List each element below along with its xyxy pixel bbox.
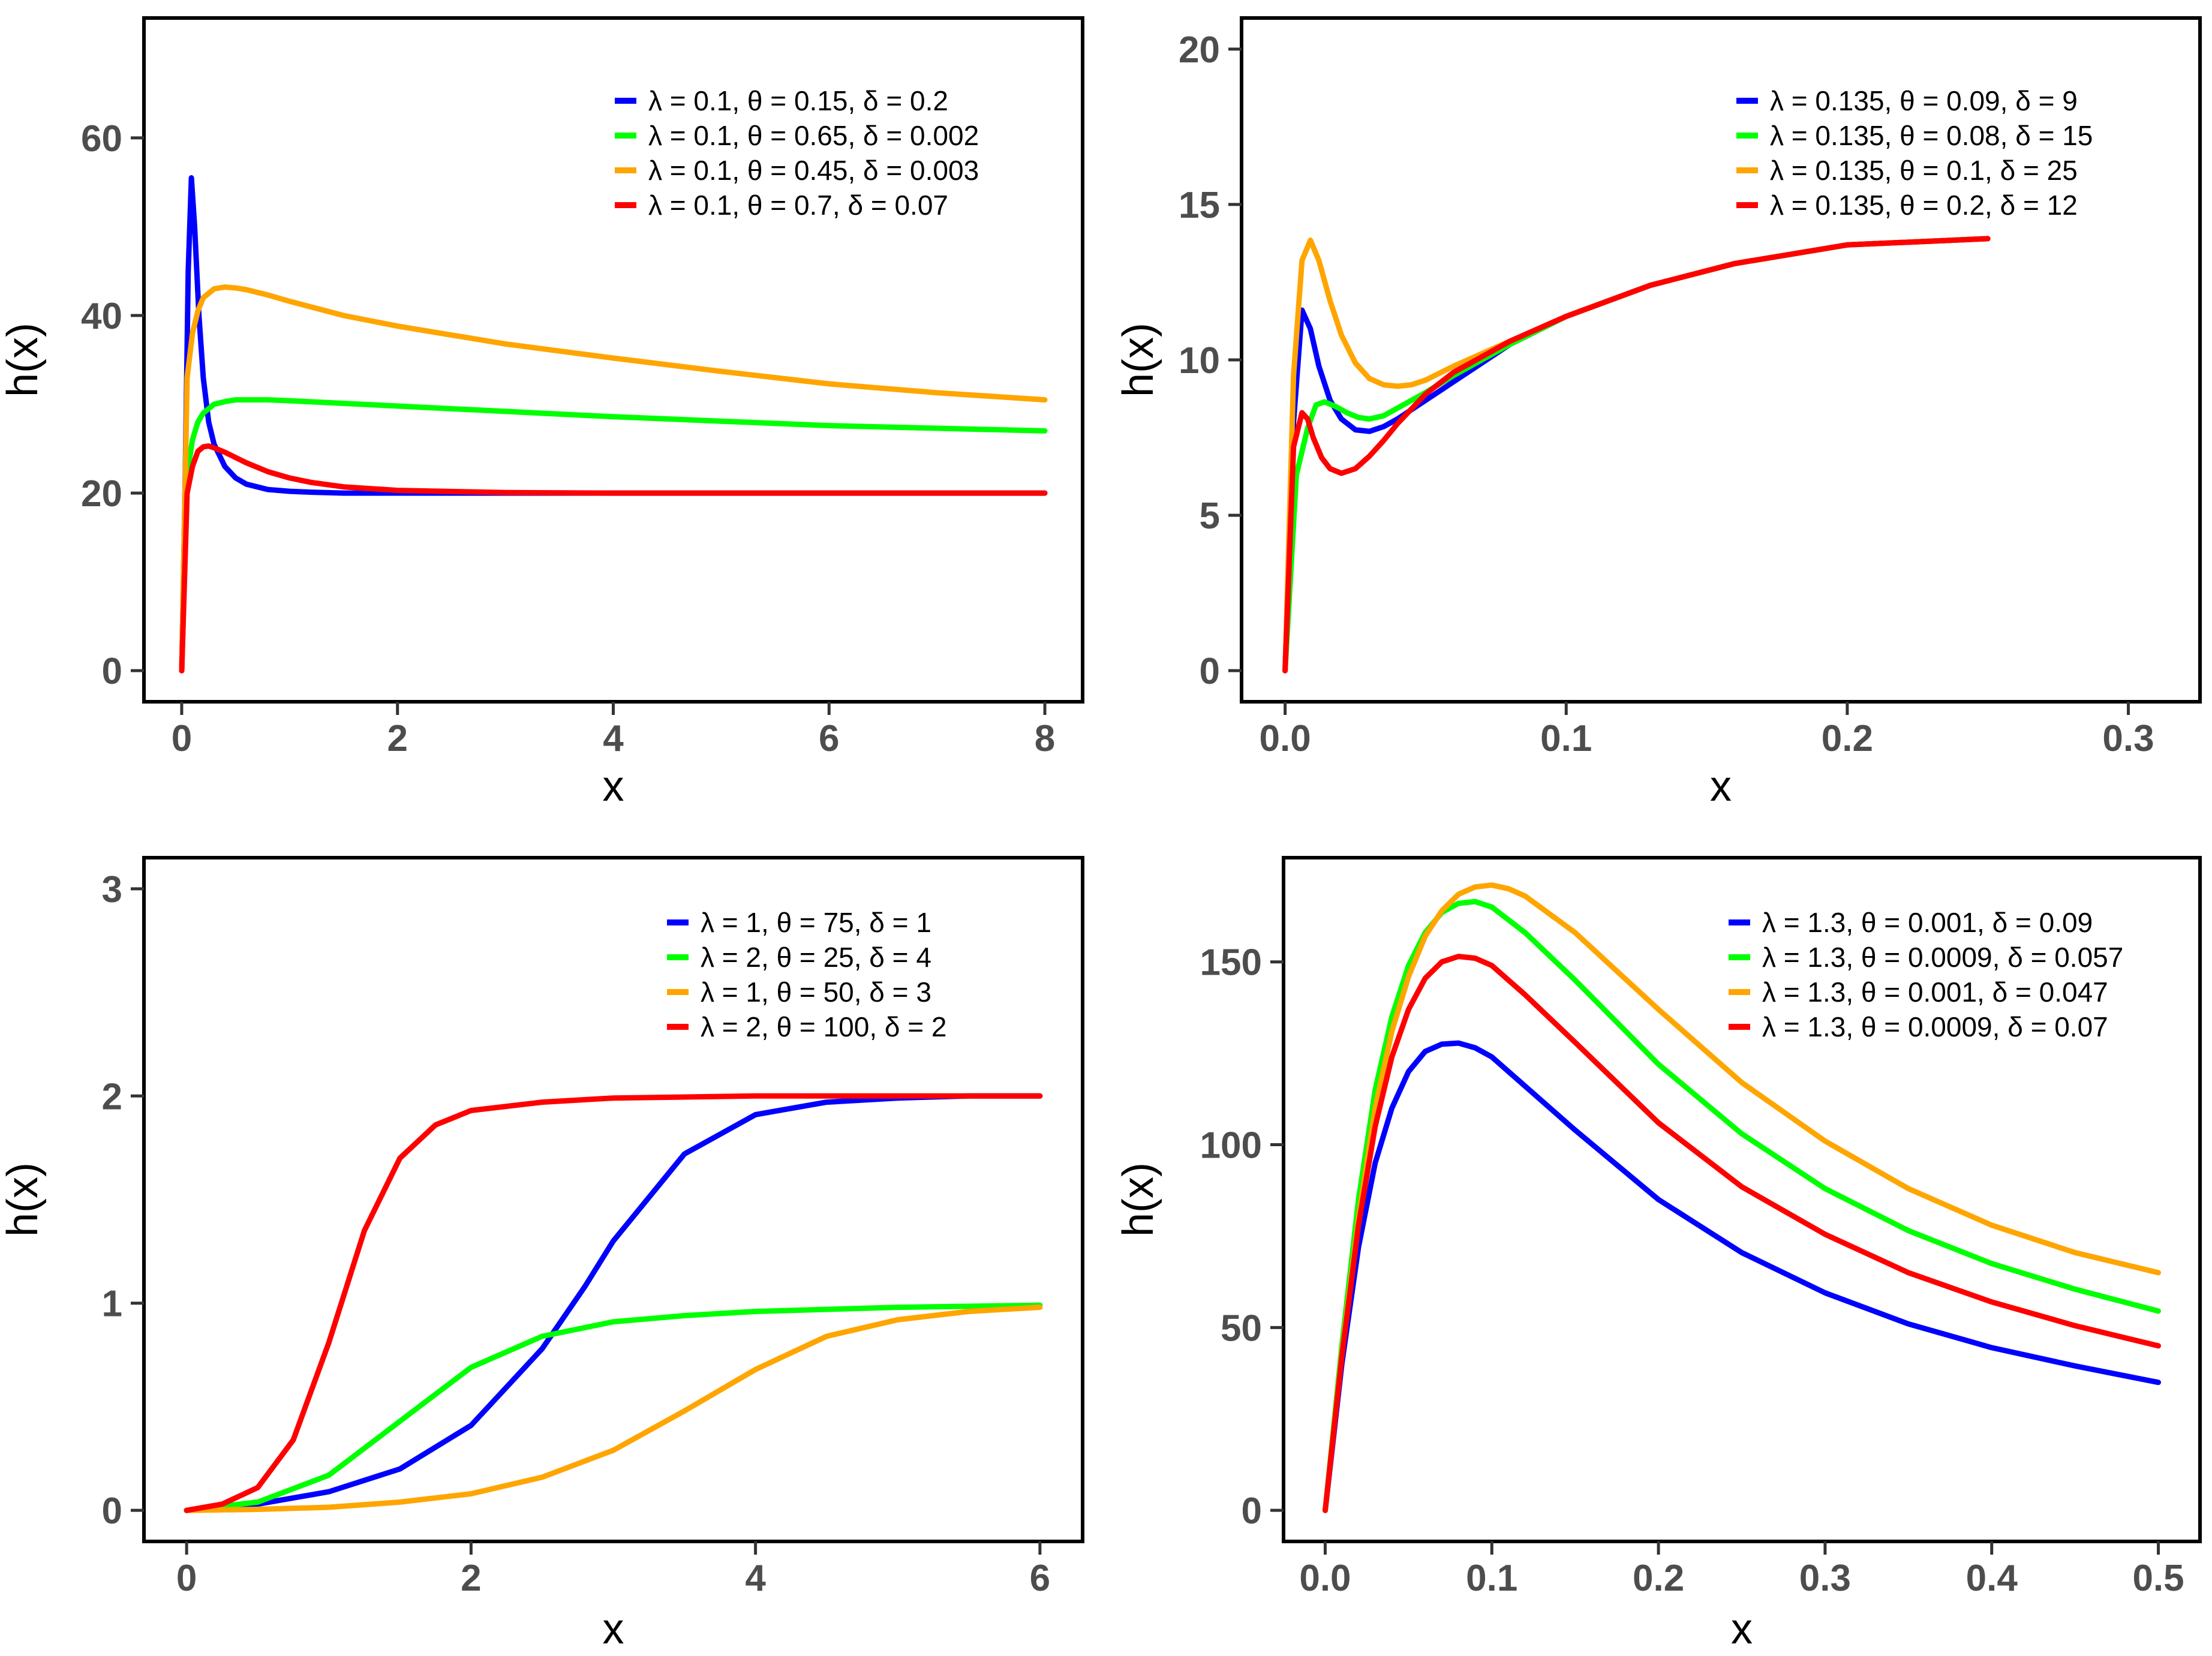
x-tick-label: 0 (172, 718, 192, 759)
series-line-blue (1282, 236, 1991, 674)
series-line-red (1323, 954, 2161, 1513)
x-tick-label: 0.3 (1799, 1558, 1851, 1599)
series-line-green (1323, 898, 2161, 1513)
y-tick-label: 20 (1179, 29, 1220, 71)
x-tick-label: 4 (603, 718, 624, 759)
legend-label: λ = 0.1, θ = 0.15, δ = 0.2 (648, 85, 948, 116)
x-tick-label: 0 (176, 1558, 197, 1599)
series-line-green (179, 397, 1048, 674)
legend-label: λ = 1.3, θ = 0.001, δ = 0.09 (1762, 907, 2093, 938)
legend-label: λ = 0.1, θ = 0.45, δ = 0.003 (648, 155, 979, 186)
legend-label: λ = 1.3, θ = 0.0009, δ = 0.07 (1762, 1011, 2108, 1042)
legend-label: λ = 0.1, θ = 0.7, δ = 0.07 (648, 190, 948, 221)
panel-bottom-right: 0.0 0.1 0.2 0.3 0.4 0.5 0 50 100 150 x h(x) λ = 1.3,… (1114, 856, 2202, 1653)
legend-label: λ = 0.135, θ = 0.08, δ = 15 (1770, 120, 2093, 151)
x-tick-label: 0.0 (1260, 718, 1311, 759)
y-axis-title: h(x) (0, 323, 47, 397)
legend-label: λ = 1, θ = 50, δ = 3 (701, 976, 931, 1008)
y-tick-label: 5 (1200, 495, 1220, 537)
x-axis-title: x (603, 762, 624, 810)
y-tick-label: 150 (1200, 942, 1262, 984)
series-line-orange (184, 1305, 1043, 1513)
series-line-green (184, 1302, 1043, 1513)
legend: λ = 0.1, θ = 0.15, δ = 0.2 λ = 0.1, θ = 0… (615, 85, 979, 221)
y-tick-label: 0 (1200, 651, 1220, 692)
y-axis-title: h(x) (1114, 1162, 1162, 1237)
x-tick-label: 0.5 (2132, 1558, 2184, 1599)
legend-label: λ = 0.135, θ = 0.2, δ = 12 (1770, 190, 2078, 221)
legend-label: λ = 0.1, θ = 0.65, δ = 0.002 (648, 120, 979, 151)
x-tick-label: 2 (461, 1558, 481, 1599)
y-tick-label: 15 (1179, 185, 1220, 226)
x-tick-label: 4 (745, 1558, 766, 1599)
plot-frame (142, 856, 1084, 1543)
series-line-red (184, 1093, 1043, 1513)
panel-top-right: 0.0 0.1 0.2 0.3 0 5 10 15 20 x h(x) λ = 0.135, θ = … (1114, 16, 2202, 810)
y-tick-label: 1 (102, 1284, 122, 1325)
y-tick-label: 60 (81, 118, 122, 160)
series-line-orange (179, 284, 1048, 674)
legend: λ = 1, θ = 75, δ = 1 λ = 2, θ = 25, δ = 4… (667, 907, 947, 1042)
x-axis-title: x (603, 1605, 624, 1653)
series-line-blue (179, 175, 1048, 674)
x-tick-label: 0.1 (1540, 718, 1592, 759)
y-tick-label: 20 (81, 473, 122, 515)
series-line-orange (1282, 236, 1991, 674)
legend-label: λ = 1, θ = 75, δ = 1 (701, 907, 931, 938)
y-axis-title: h(x) (0, 1162, 47, 1237)
series-line-red (1282, 236, 1991, 674)
panel-top-left: 0 2 4 6 8 0 20 40 60 x h(x) λ = 0.1, θ = 0.15, δ = … (0, 16, 1084, 810)
series-line-green (1282, 236, 1991, 674)
legend-label: λ = 2, θ = 100, δ = 2 (701, 1011, 947, 1042)
legend-label: λ = 1.3, θ = 0.0009, δ = 0.057 (1762, 942, 2123, 973)
legend-label: λ = 2, θ = 25, δ = 4 (701, 942, 931, 973)
x-tick-label: 6 (819, 718, 839, 759)
x-axis-title: x (1710, 762, 1732, 810)
x-tick-label: 6 (1030, 1558, 1050, 1599)
y-tick-label: 0 (102, 1490, 122, 1532)
y-tick-label: 2 (102, 1076, 122, 1117)
legend-label: λ = 0.135, θ = 0.1, δ = 25 (1770, 155, 2078, 186)
x-tick-label: 8 (1035, 718, 1055, 759)
x-tick-label: 2 (387, 718, 407, 759)
y-tick-label: 50 (1221, 1308, 1262, 1349)
plot-frame (1282, 856, 2202, 1543)
legend-label: λ = 0.135, θ = 0.09, δ = 9 (1770, 85, 2078, 116)
y-tick-label: 3 (102, 869, 122, 910)
y-tick-label: 10 (1179, 340, 1220, 381)
x-tick-label: 0.1 (1466, 1558, 1517, 1599)
series-line-red (179, 443, 1048, 674)
x-tick-label: 0.4 (1966, 1558, 2018, 1599)
series-line-blue (1323, 1040, 2161, 1513)
x-axis-title: x (1731, 1605, 1753, 1653)
x-tick-label: 0.3 (2102, 718, 2154, 759)
legend: λ = 0.135, θ = 0.09, δ = 9 λ = 0.135, θ =… (1736, 85, 2093, 221)
x-tick-label: 0.0 (1299, 1558, 1351, 1599)
y-tick-label: 0 (1242, 1490, 1262, 1532)
y-tick-label: 40 (81, 296, 122, 337)
legend-label: λ = 1.3, θ = 0.001, δ = 0.047 (1762, 976, 2108, 1008)
x-tick-label: 0.2 (1633, 1558, 1684, 1599)
legend: λ = 1.3, θ = 0.001, δ = 0.09 λ = 1.3, θ =… (1729, 907, 2123, 1042)
x-tick-label: 0.2 (1822, 718, 1873, 759)
series-line-orange (1323, 882, 2161, 1513)
y-tick-label: 0 (102, 651, 122, 692)
panel-bottom-left: 0 2 4 6 0 1 2 3 x h(x) λ = 1, θ = 75, δ = 1 λ = 2, … (0, 856, 1084, 1653)
y-tick-label: 100 (1200, 1125, 1262, 1167)
y-axis-title: h(x) (1114, 323, 1162, 397)
series-line-blue (184, 1093, 1043, 1513)
